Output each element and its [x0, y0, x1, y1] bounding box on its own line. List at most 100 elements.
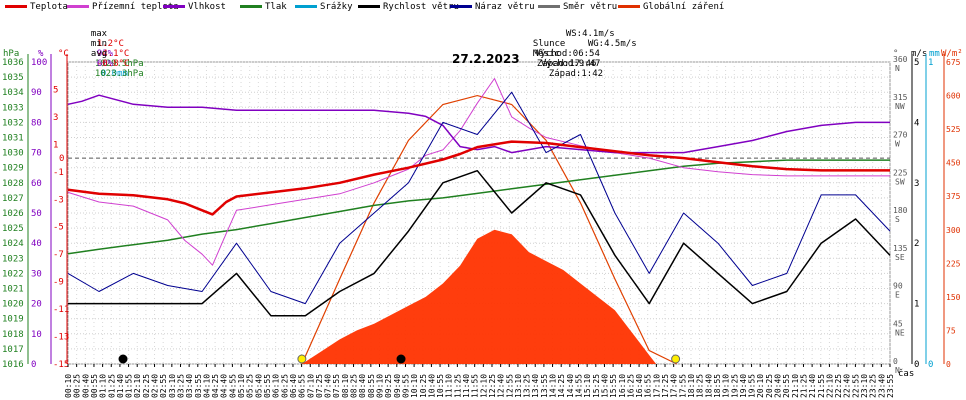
- legend-swatch: [450, 5, 472, 8]
- x-tick-label: 14:55: [575, 374, 584, 398]
- x-tick-label: 05:40: [254, 374, 263, 398]
- deg-tick-label: 315: [893, 93, 908, 102]
- deg-dir-label: N: [895, 64, 900, 73]
- x-tick-label: 01:40: [116, 374, 125, 398]
- legend-item: Přízemní teplota: [67, 2, 179, 12]
- max-temp: 1.2°C: [96, 39, 124, 49]
- deg-tick-label: 360: [893, 55, 908, 64]
- max-rain: 0.0mm: [100, 69, 128, 79]
- x-tick-label: 08:10: [341, 374, 350, 398]
- x-tick-label: 00:55: [90, 374, 99, 398]
- x-tick-label: 21:25: [799, 374, 808, 398]
- wind-ws: WS:4.1m/s: [565, 29, 615, 39]
- ms-tick-label: 0: [914, 360, 919, 370]
- x-tick-label: 12:40: [497, 374, 506, 398]
- c-zero-label: 0: [59, 154, 64, 164]
- radiation-series: [301, 94, 678, 365]
- x-tick-label: 18:25: [696, 374, 705, 398]
- legend-label: Přízemní teplota: [92, 2, 179, 12]
- pressure-line: [67, 159, 890, 255]
- legend-item: Tlak: [240, 2, 287, 12]
- legend-swatch: [240, 5, 262, 8]
- legend-label: Náraz větru: [475, 2, 535, 12]
- wm-tick-label: 450: [946, 159, 961, 168]
- x-tick-label: 17:55: [678, 374, 687, 398]
- x-unit-label: čas: [898, 368, 914, 379]
- x-tick-label: 20:40: [774, 374, 783, 398]
- temperature-line: [67, 140, 890, 216]
- pct-tick-label: 50: [31, 209, 42, 219]
- legend-swatch: [538, 5, 560, 8]
- c-tick-label: 1: [53, 140, 58, 150]
- x-tick-label: 22:55: [851, 374, 860, 398]
- hpa-tick-label: 1031: [2, 134, 24, 144]
- max-press: 1029.5hPa: [94, 59, 144, 69]
- pct-unit: %: [38, 49, 44, 59]
- legend-label: Tlak: [265, 2, 287, 12]
- x-tick-label: 11:40: [462, 374, 471, 398]
- x-tick-label: 19:25: [730, 374, 739, 398]
- ground-temp-line: [67, 78, 890, 266]
- x-tick-label: 03:55: [194, 374, 203, 398]
- pct-tick-label: 80: [31, 118, 42, 128]
- stat-label: min: [90, 39, 108, 49]
- hpa-tick-label: 1036: [2, 58, 24, 68]
- x-tick-label: 04:25: [211, 374, 220, 398]
- ms-tick-label: 2: [914, 239, 919, 249]
- x-tick-label: 16:40: [635, 374, 644, 398]
- x-tick-label: 21:40: [808, 374, 817, 398]
- x-tick-label: 06:55: [298, 374, 307, 398]
- c-unit: °C: [58, 49, 69, 59]
- wind-wg: WG:4.5m/s: [587, 39, 637, 49]
- hpa-tick-label: 1022: [2, 269, 24, 279]
- x-tick-label: 05:55: [263, 374, 272, 398]
- ms-unit: m/s: [911, 49, 927, 59]
- hpa-tick-label: 1023: [2, 254, 24, 264]
- deg-dir-label: N: [895, 366, 900, 375]
- hpa-tick-label: 1017: [2, 345, 24, 355]
- c-tick-label: 5: [53, 85, 58, 95]
- x-tick-label: 17:40: [670, 374, 679, 398]
- x-tick-label: 03:40: [185, 374, 194, 398]
- x-tick-label: 05:25: [246, 374, 255, 398]
- hpa-tick-label: 1019: [2, 315, 24, 325]
- legend-item: Náraz větru: [450, 2, 535, 12]
- hpa-tick-label: 1025: [2, 224, 24, 234]
- wm-tick-label: 75: [946, 326, 956, 335]
- x-tick-label: 20:25: [765, 374, 774, 398]
- x-tick-label: 22:10: [825, 374, 834, 398]
- pct-tick-label: 70: [31, 149, 42, 159]
- x-tick-label: 18:40: [704, 374, 713, 398]
- x-tick-label: 23:40: [877, 374, 886, 398]
- x-tick-label: 12:55: [505, 374, 514, 398]
- x-tick-label: 01:10: [99, 374, 108, 398]
- sun-rise: Východ:06:54: [534, 49, 600, 59]
- x-tick-label: 01:55: [125, 374, 134, 398]
- hpa-tick-label: 1032: [2, 118, 24, 128]
- legend-swatch: [618, 5, 640, 8]
- wm-tick-label: 675: [946, 58, 961, 67]
- wm-tick-label: 375: [946, 192, 961, 201]
- c-tick-label: -11: [53, 305, 69, 315]
- sun-set: Západ:17:46: [536, 59, 597, 69]
- deg-tick-label: 270: [893, 131, 908, 140]
- pct-tick-label: 90: [31, 88, 42, 98]
- x-tick-label: 02:40: [151, 374, 160, 398]
- x-tick-label: 16:55: [644, 374, 653, 398]
- series-lines: [67, 78, 891, 317]
- legend-item: Směr větru: [538, 2, 617, 12]
- left-axes: hPa% °C1036103510341033103210311030102910…: [2, 49, 69, 370]
- legend-label: Srážky: [320, 2, 353, 12]
- x-tick-label: 00:25: [73, 374, 82, 398]
- x-tick-label: 16:25: [626, 374, 635, 398]
- legend-item: Teplota: [5, 2, 68, 12]
- x-tick-label: 21:55: [817, 374, 826, 398]
- pct-tick-label: 30: [31, 269, 42, 279]
- x-tick-label: 22:40: [843, 374, 852, 398]
- x-tick-label: 06:40: [289, 374, 298, 398]
- x-tick-label: 00:40: [81, 374, 90, 398]
- wm-unit: W/m²: [941, 49, 963, 59]
- x-tick-label: 10:25: [419, 374, 428, 398]
- wm-tick-label: 150: [946, 293, 961, 302]
- hpa-tick-label: 1020: [2, 300, 24, 310]
